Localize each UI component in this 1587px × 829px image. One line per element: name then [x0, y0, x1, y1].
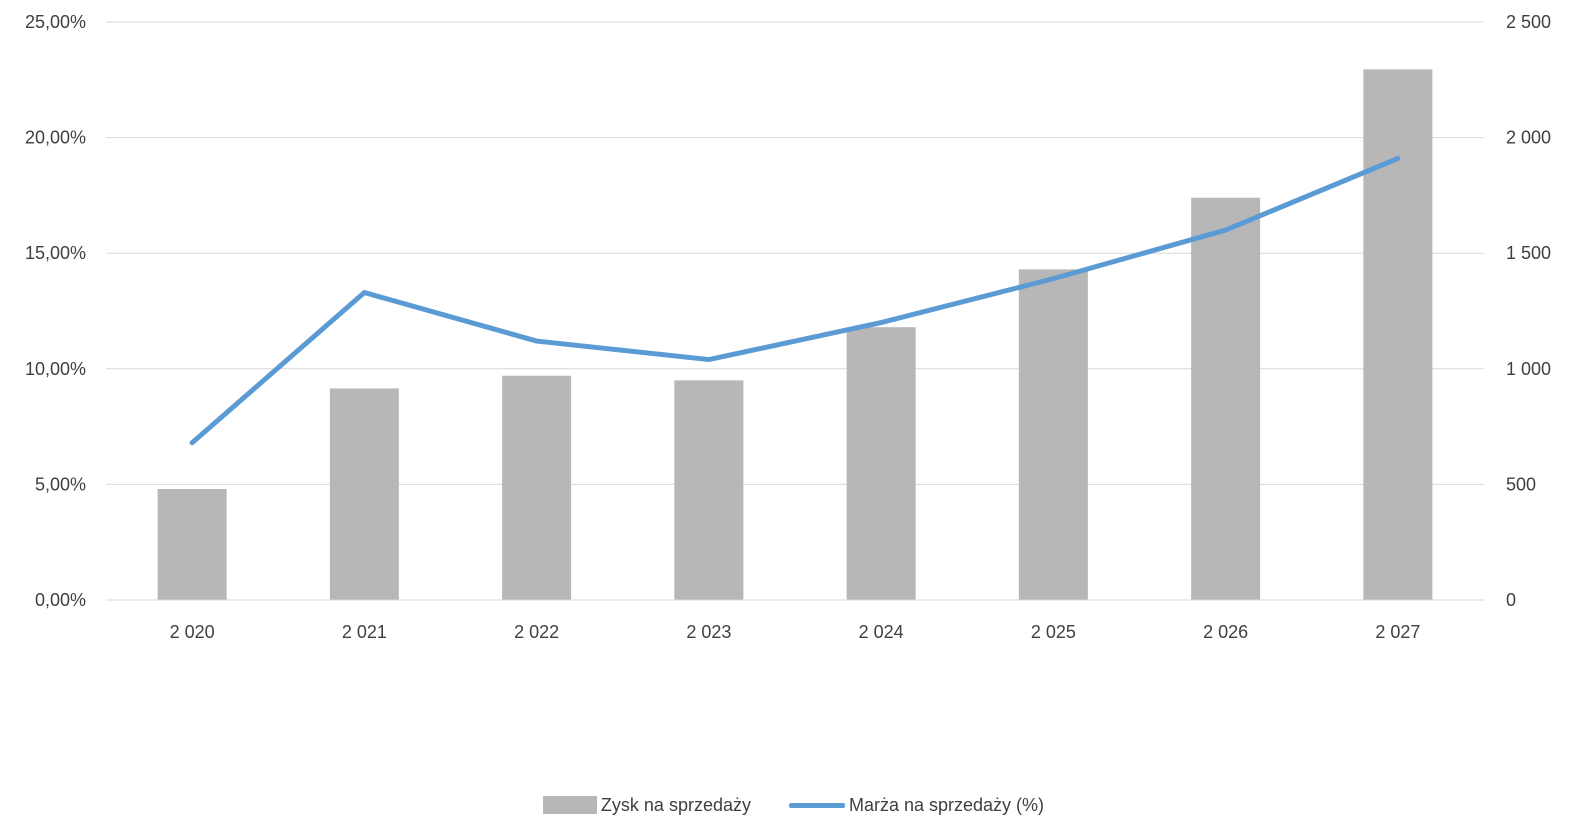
bar: [1363, 69, 1433, 600]
y-right-tick-label: 2 500: [1506, 12, 1551, 32]
y-right-tick-label: 1 500: [1506, 243, 1551, 263]
x-tick-label: 2 024: [859, 622, 904, 642]
legend-label-bar: Zysk na sprzedaży: [600, 794, 751, 815]
y-left-tick-label: 10,00%: [25, 359, 86, 379]
x-tick-label: 2 026: [1203, 622, 1248, 642]
legend-swatch-line: [788, 802, 845, 808]
x-tick-label: 2 022: [514, 622, 559, 642]
bar-series: [157, 69, 1433, 600]
y-right-tick-label: 2 000: [1506, 128, 1551, 148]
y-left-tick-label: 15,00%: [25, 243, 86, 263]
x-tick-label: 2 025: [1031, 622, 1076, 642]
bar: [674, 380, 744, 600]
series-line: [189, 155, 1401, 446]
y-left-tick-label: 20,00%: [25, 128, 86, 148]
x-tick-label: 2 021: [342, 622, 387, 642]
x-axis: 2 020 2 021 2 022 2 023 2 024 2 025 2 026 2 027: [106, 599, 1484, 642]
legend: Zysk na sprzedaży Marża na sprzedaży (%): [0, 790, 1587, 820]
y-left-tick-label: 5,00%: [35, 474, 86, 494]
bar: [157, 489, 227, 600]
bar: [329, 388, 399, 600]
x-tick-label: 2 020: [170, 622, 215, 642]
gridlines: [106, 21, 1484, 601]
bar: [1191, 197, 1261, 600]
legend-label-line: Marża na sprzedaży (%): [848, 794, 1045, 815]
y-right-tick-label: 0: [1506, 590, 1516, 610]
line-series: [189, 155, 1401, 446]
legend-item-line[interactable]: Marża na sprzedaży (%): [788, 794, 1045, 816]
y-right-tick-label: 500: [1506, 474, 1536, 494]
bar: [846, 327, 916, 600]
legend-item-bar[interactable]: Zysk na sprzedaży: [542, 794, 751, 816]
y-right-tick-label: 1 000: [1506, 359, 1551, 379]
y-left-tick-label: 25,00%: [25, 12, 86, 32]
bar: [502, 375, 572, 600]
x-tick-label: 2 023: [686, 622, 731, 642]
bar: [1018, 269, 1088, 600]
legend-swatch-bar: [542, 796, 597, 814]
y-left-tick-label: 0,00%: [35, 590, 86, 610]
x-tick-label: 2 027: [1375, 622, 1420, 642]
y-axis-right: 0 500 1 000 1 500 2 000 2 500: [1506, 12, 1551, 610]
y-axis-left: 0,00% 5,00% 10,00% 15,00% 20,00% 25,00%: [25, 12, 86, 610]
